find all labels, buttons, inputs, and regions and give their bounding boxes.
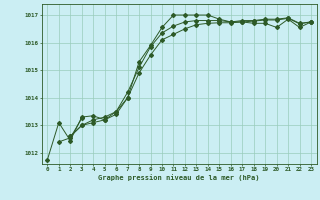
X-axis label: Graphe pression niveau de la mer (hPa): Graphe pression niveau de la mer (hPa) xyxy=(99,174,260,181)
